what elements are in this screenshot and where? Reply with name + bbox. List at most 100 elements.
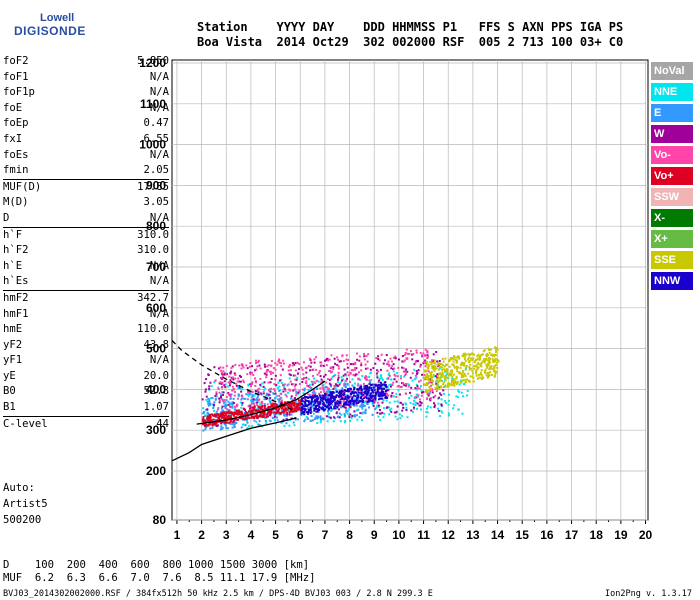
echo-point: [418, 387, 421, 390]
echo-point: [239, 380, 242, 383]
echo-point: [288, 373, 291, 376]
echo-point: [233, 421, 236, 424]
echo-point: [215, 392, 218, 395]
echo-point: [220, 393, 223, 396]
echo-point: [326, 392, 329, 395]
echo-point: [319, 400, 322, 403]
echo-point: [440, 362, 443, 365]
param-value: 17.85: [137, 180, 169, 193]
echo-point: [381, 401, 384, 404]
echo-point: [361, 403, 364, 406]
echo-point: [220, 410, 223, 413]
echo-point: [426, 398, 429, 401]
echo-point: [442, 373, 445, 376]
echo-point: [289, 374, 292, 377]
echo-point: [399, 385, 402, 388]
echo-point: [343, 384, 346, 387]
echo-point: [319, 421, 322, 424]
echo-point: [269, 370, 272, 373]
echo-point: [316, 410, 319, 413]
echo-point: [256, 404, 259, 407]
echo-point: [414, 387, 417, 390]
echo-point: [352, 394, 355, 397]
echo-point: [426, 396, 429, 399]
echo-point: [442, 385, 445, 388]
echo-point: [329, 401, 332, 404]
echo-point: [333, 374, 336, 377]
echo-point: [227, 392, 230, 395]
echo-point: [416, 393, 419, 396]
echo-point: [294, 405, 297, 408]
echo-point: [384, 392, 387, 395]
echo-point: [490, 353, 493, 356]
echo-point: [211, 424, 214, 427]
echo-point: [480, 369, 483, 372]
x-tick-label: 3: [223, 528, 230, 542]
echo-point: [251, 407, 254, 410]
echo-point: [455, 395, 458, 398]
param-value: N/A: [149, 307, 169, 320]
echo-point: [239, 375, 242, 378]
echo-point: [435, 388, 438, 391]
echo-point: [313, 409, 316, 412]
echo-point: [245, 393, 248, 396]
echo-point: [293, 385, 296, 388]
echo-point: [488, 361, 491, 364]
echo-point: [399, 401, 402, 404]
echo-point: [436, 376, 439, 379]
echo-point: [468, 380, 471, 383]
echo-point: [301, 380, 304, 383]
param-value: N/A: [149, 148, 169, 161]
echo-point: [309, 359, 312, 362]
echo-point: [444, 384, 447, 387]
echo-point: [340, 376, 343, 379]
echo-point: [375, 372, 378, 375]
echo-point: [203, 410, 206, 413]
echo-point: [452, 363, 455, 366]
echo-point: [448, 365, 451, 368]
echo-series-sse: [423, 346, 500, 393]
echo-point: [254, 415, 257, 418]
echo-point: [247, 390, 250, 393]
echo-point: [337, 367, 340, 370]
echo-point: [416, 402, 419, 405]
echo-point: [357, 387, 360, 390]
echo-point: [430, 384, 433, 387]
echo-point: [218, 401, 221, 404]
echo-point: [237, 377, 240, 380]
echo-point: [265, 371, 268, 374]
echo-point: [360, 362, 363, 365]
echo-point: [383, 387, 386, 390]
echo-point: [223, 372, 226, 375]
echo-point: [462, 363, 465, 366]
echo-point: [274, 407, 277, 410]
echo-point: [321, 417, 324, 420]
echo-point: [419, 379, 422, 382]
echo-point: [240, 406, 243, 409]
echo-point: [413, 368, 416, 371]
echo-point: [235, 384, 238, 387]
echo-point: [259, 406, 262, 409]
echo-point: [430, 361, 433, 364]
echo-point: [295, 394, 298, 397]
echo-point: [294, 362, 297, 365]
echo-point: [327, 400, 330, 403]
echo-point: [297, 368, 300, 371]
echo-point: [211, 396, 214, 399]
echo-point: [304, 408, 307, 411]
echo-point: [360, 419, 363, 422]
echo-point: [404, 374, 407, 377]
echo-point: [455, 356, 458, 359]
echo-point: [246, 412, 249, 415]
echo-point: [212, 418, 215, 421]
echo-point: [325, 385, 328, 388]
echo-point: [433, 406, 436, 409]
echo-point: [359, 378, 362, 381]
echo-point: [229, 402, 232, 405]
echo-point: [347, 374, 350, 377]
echo-point: [278, 398, 281, 401]
echo-point: [329, 371, 332, 374]
echo-point: [438, 363, 441, 366]
echo-point: [240, 410, 243, 413]
echo-point: [341, 387, 344, 390]
